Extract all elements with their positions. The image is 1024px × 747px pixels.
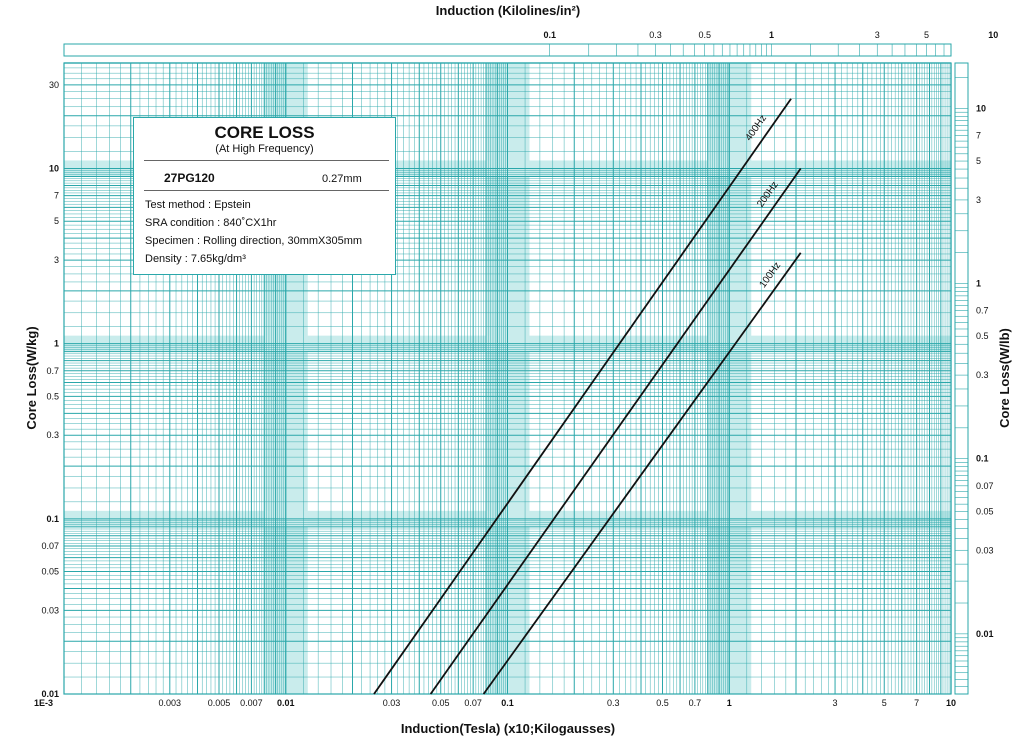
y-axis-title: Core Loss(W/kg) <box>24 326 39 429</box>
series-line-100Hz <box>482 252 802 695</box>
series-line-200Hz <box>429 167 802 695</box>
legend-divider <box>144 160 389 161</box>
x2-tick-label: 10 <box>988 30 998 40</box>
x-tick-label: 0.01 <box>277 698 295 708</box>
x-tick-label: 1E-3 <box>34 698 53 708</box>
x-tick-label: 5 <box>882 698 887 708</box>
x-tick-label: 1 <box>727 698 732 708</box>
y2-tick-label: 0.7 <box>976 306 989 316</box>
y2-tick-label: 0.1 <box>976 454 989 464</box>
y-tick-label: 7 <box>54 191 59 201</box>
x-tick-label: 0.7 <box>689 698 702 708</box>
y-tick-label: 0.1 <box>46 514 59 524</box>
y2-tick-label: 0.3 <box>976 370 989 380</box>
y-tick-label: 3 <box>54 255 59 265</box>
y2-tick-label: 0.07 <box>976 481 994 491</box>
y-tick-label: 0.07 <box>41 541 59 551</box>
y2-axis-title: Core Loss(W/lb) <box>997 328 1012 428</box>
y-tick-label: 0.5 <box>46 391 59 401</box>
x2-tick-label: 1 <box>769 30 774 40</box>
y2-tick-label: 0.01 <box>976 629 994 639</box>
y-tick-label: 0.01 <box>41 689 59 699</box>
x-tick-label: 0.5 <box>656 698 669 708</box>
y-tick-label: 1 <box>54 339 59 349</box>
x2-tick-label: 3 <box>875 30 880 40</box>
x2-tick-label: 0.3 <box>649 30 662 40</box>
x-tick-label: 0.1 <box>501 698 514 708</box>
x2-tick-label: 0.5 <box>698 30 711 40</box>
density-line: Density : 7.65kg/dm³ <box>145 253 246 265</box>
y-tick-label: 10 <box>49 163 59 173</box>
x-tick-label: 0.03 <box>383 698 401 708</box>
x-tick-label: 0.003 <box>159 698 182 708</box>
y2-tick-label: 7 <box>976 130 981 140</box>
legend-divider <box>144 190 389 191</box>
y2-tick-label: 0.5 <box>976 331 989 341</box>
x-tick-label: 0.07 <box>464 698 482 708</box>
x-tick-label: 10 <box>946 698 956 708</box>
y2-tick-label: 0.05 <box>976 506 994 516</box>
chart-subtitle: (At High Frequency) <box>215 143 314 155</box>
sra-condition-line: SRA condition : 840˚CX1hr <box>145 217 277 229</box>
grade-label: 27PG120 <box>164 171 215 185</box>
x-tick-label: 0.005 <box>208 698 231 708</box>
y-tick-label: 0.7 <box>46 366 59 376</box>
y-tick-label: 0.03 <box>41 605 59 615</box>
x2-tick-label: 5 <box>924 30 929 40</box>
x-tick-label: 0.3 <box>607 698 620 708</box>
thickness-label: 0.27mm <box>322 173 362 185</box>
right-axis-strip <box>954 62 969 695</box>
top-axis-strip <box>63 43 952 57</box>
y-tick-label: 0.3 <box>46 430 59 440</box>
y-tick-label: 5 <box>54 216 59 226</box>
x-tick-label: 3 <box>833 698 838 708</box>
y-tick-label: 30 <box>49 80 59 90</box>
x-tick-label: 0.05 <box>432 698 450 708</box>
y2-tick-label: 3 <box>976 195 981 205</box>
y2-tick-label: 0.03 <box>976 545 994 555</box>
plot-frame <box>63 62 952 695</box>
chart-title: CORE LOSS <box>214 123 315 142</box>
x-tick-label: 0.007 <box>240 698 263 708</box>
legend-box: CORE LOSS (At High Frequency) 27PG120 0.… <box>133 117 396 275</box>
x-axis-title: Induction(Tesla) (x10;Kilogausses) <box>401 721 615 736</box>
test-method-line: Test method : Epstein <box>145 199 251 211</box>
x-tick-label: 7 <box>914 698 919 708</box>
y2-tick-label: 5 <box>976 156 981 166</box>
y2-tick-label: 10 <box>976 103 986 113</box>
specimen-line: Specimen : Rolling direction, 30mmX305mm <box>145 235 363 247</box>
y-tick-label: 0.05 <box>41 567 59 577</box>
x2-tick-label: 0.1 <box>543 30 556 40</box>
y2-tick-label: 1 <box>976 279 981 289</box>
series-line-400Hz <box>373 98 792 695</box>
top-axis-title: Induction (Kilolines/in²) <box>436 3 580 18</box>
